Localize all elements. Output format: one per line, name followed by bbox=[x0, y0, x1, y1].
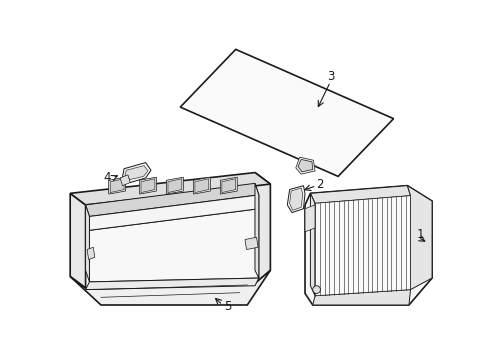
Polygon shape bbox=[167, 177, 183, 194]
Text: 3: 3 bbox=[327, 70, 334, 83]
Polygon shape bbox=[122, 163, 151, 183]
Polygon shape bbox=[255, 172, 270, 283]
Polygon shape bbox=[89, 195, 259, 230]
Polygon shape bbox=[140, 177, 156, 194]
Polygon shape bbox=[168, 179, 182, 193]
Circle shape bbox=[313, 286, 320, 293]
Polygon shape bbox=[222, 179, 236, 193]
Polygon shape bbox=[86, 183, 259, 216]
Text: 5: 5 bbox=[224, 300, 232, 313]
Polygon shape bbox=[287, 186, 305, 213]
Polygon shape bbox=[195, 179, 209, 193]
Polygon shape bbox=[70, 270, 270, 305]
Text: 1: 1 bbox=[416, 228, 424, 240]
Text: 4: 4 bbox=[103, 171, 111, 184]
Polygon shape bbox=[305, 205, 315, 232]
Polygon shape bbox=[110, 179, 124, 193]
Polygon shape bbox=[245, 237, 258, 249]
Polygon shape bbox=[311, 193, 315, 296]
Polygon shape bbox=[305, 186, 432, 305]
Polygon shape bbox=[89, 209, 259, 282]
Polygon shape bbox=[296, 157, 315, 174]
Polygon shape bbox=[87, 247, 95, 260]
Polygon shape bbox=[220, 177, 237, 194]
Polygon shape bbox=[313, 289, 411, 305]
Polygon shape bbox=[86, 278, 259, 289]
Polygon shape bbox=[180, 49, 393, 176]
Polygon shape bbox=[141, 179, 155, 193]
Polygon shape bbox=[70, 193, 86, 288]
Polygon shape bbox=[125, 166, 148, 180]
Polygon shape bbox=[109, 177, 125, 194]
Text: 2: 2 bbox=[317, 177, 324, 190]
Polygon shape bbox=[120, 175, 130, 186]
Polygon shape bbox=[311, 186, 411, 203]
Polygon shape bbox=[290, 188, 303, 210]
Polygon shape bbox=[194, 177, 210, 194]
Polygon shape bbox=[298, 159, 313, 172]
Polygon shape bbox=[315, 195, 411, 296]
Polygon shape bbox=[70, 172, 270, 205]
Polygon shape bbox=[255, 183, 259, 278]
Polygon shape bbox=[86, 205, 89, 282]
Polygon shape bbox=[408, 186, 432, 289]
